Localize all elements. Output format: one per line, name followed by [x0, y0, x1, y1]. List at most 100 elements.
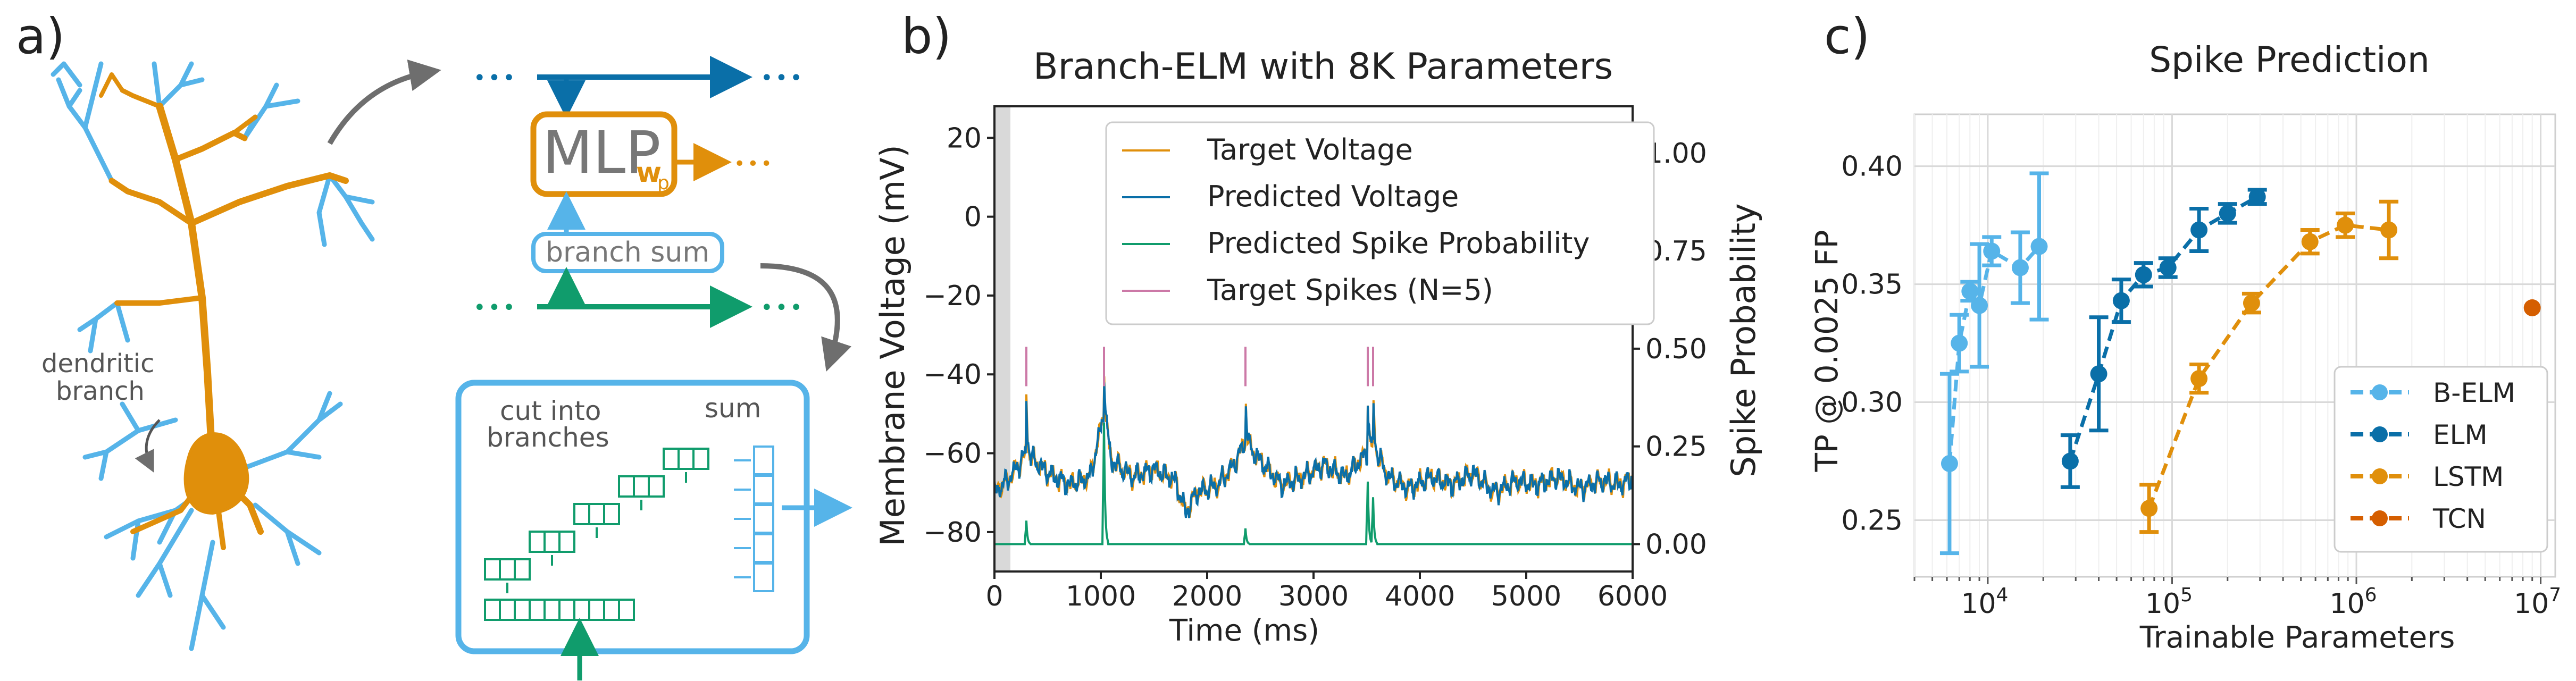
legend-marker-elm — [2372, 426, 2388, 442]
mlp-label: MLP — [542, 119, 661, 187]
point-elm — [2248, 188, 2266, 206]
x-tick-label: 104 — [1961, 584, 2008, 620]
chart-b: 0 1000 2000 3000 4000 5000 6000 −80 −60 −40 −20 0 20… — [923, 105, 1707, 612]
branch-cell — [514, 558, 531, 581]
point-elm — [2090, 365, 2107, 383]
chart-b-ylabel: Membrane Voltage (mV) — [873, 145, 912, 546]
legend-label-tcn: TCN — [2432, 503, 2486, 534]
legend-label-elm: ELM — [2433, 419, 2488, 450]
sum-cell — [753, 562, 774, 592]
branch-cell — [603, 503, 620, 525]
sum-label: sum — [705, 393, 761, 424]
y-tick-label: 0.30 — [1841, 387, 1903, 419]
chart-c-legend-frame — [2334, 366, 2548, 553]
branch-cell — [558, 531, 575, 553]
panel-a-label: a) — [16, 8, 65, 65]
input-cell — [558, 599, 575, 621]
chart-b-title: Branch-ELM with 8K Parameters — [1033, 46, 1613, 88]
input-cell — [603, 599, 620, 621]
dendritic-label-arrow — [135, 419, 161, 473]
input-cell — [588, 599, 605, 621]
point-lstm — [2380, 221, 2398, 239]
branch-cell — [529, 531, 546, 553]
mlp-box — [530, 111, 678, 197]
mlp-subscript: w — [636, 157, 662, 189]
branch-cell — [633, 475, 650, 498]
legend-label-spike-probability: Predicted Spike Probability — [1207, 226, 1590, 260]
y-tick-label: −20 — [923, 280, 982, 312]
x-tick-label: 107 — [2514, 584, 2561, 620]
x-tick-label: 3000 — [1278, 581, 1349, 612]
point-tcn — [2523, 299, 2541, 316]
input-cell — [573, 599, 590, 621]
x-tick-label: 105 — [2145, 584, 2193, 620]
branch-cell — [648, 475, 665, 498]
input-cell — [529, 599, 546, 621]
dots-green-right: ••• — [760, 296, 805, 320]
curved-arrow-right — [760, 263, 852, 372]
x-tick-label: 1000 — [1066, 581, 1136, 612]
dendritic-label-line1: dendritic — [41, 349, 155, 379]
input-cell — [618, 599, 635, 621]
chart-b-legend-frame — [1105, 121, 1655, 325]
point-b-elm — [1961, 282, 1979, 300]
point-lstm — [2243, 295, 2260, 312]
line-predicted-voltage — [993, 382, 1634, 518]
dots-dark-blue-right: ••• — [760, 66, 805, 90]
chart-b-legend: Target Voltage Predicted Voltage Predict… — [1105, 121, 1655, 325]
dendritic-label-line2: branch — [56, 376, 145, 406]
point-lstm — [2337, 216, 2354, 234]
panel-b: b) Branch-ELM with 8K Parameters 0 1000 20… — [873, 8, 1763, 648]
y2-tick-label: 0.25 — [1645, 431, 1707, 463]
x-tick-label: 0 — [985, 581, 1003, 612]
dots-dark-blue-left: ••• — [473, 66, 517, 90]
branch-cell — [663, 448, 680, 470]
chart-b-y2label: Spike Probability — [1724, 203, 1763, 477]
branch-cell — [588, 503, 605, 525]
y-tick-label: 0 — [964, 201, 982, 233]
branch-sum-box — [531, 232, 724, 273]
chart-c-xlabel: Trainable Parameters — [2139, 620, 2455, 655]
branch-cell — [543, 531, 561, 553]
input-cell — [514, 599, 531, 621]
branch-cell — [499, 558, 516, 581]
dots-orange: ••• — [734, 153, 774, 175]
sum-cell — [753, 475, 774, 505]
sum-cell — [753, 533, 774, 563]
curved-arrow-top — [327, 60, 441, 145]
point-b-elm — [1971, 297, 1988, 314]
chart-c-title: Spike Prediction — [2149, 39, 2429, 80]
legend-marker-lstm — [2372, 468, 2388, 484]
panel-c: c) Spike Prediction 0.25 0.30 0.35 0.40 104 1… — [1809, 8, 2561, 655]
branch-cell — [618, 475, 635, 498]
line-target-voltage — [993, 376, 1634, 518]
point-elm — [2061, 452, 2079, 470]
legend-label-predicted-voltage: Predicted Voltage — [1207, 180, 1459, 213]
y2-tick-label: 1.00 — [1645, 138, 1707, 170]
y-tick-label: 20 — [947, 122, 982, 154]
point-b-elm — [1983, 242, 2001, 260]
cut-into-label-line2: branches — [487, 422, 609, 453]
branch-detail-box — [455, 380, 810, 654]
y2-tick-label: 0.75 — [1645, 236, 1707, 267]
point-elm — [2219, 205, 2236, 222]
point-elm — [2135, 266, 2152, 283]
x-tick-label: 2000 — [1172, 581, 1242, 612]
chart-c-legend: B-ELM ELM LSTM TCN — [2334, 366, 2548, 553]
neuron-illustration — [51, 61, 375, 651]
point-b-elm — [2030, 238, 2048, 255]
shaded-warmup-region — [994, 106, 1010, 571]
mlp-subsubscript: p — [657, 172, 670, 194]
y2-tick-label: 0.50 — [1645, 333, 1707, 365]
panel-b-label: b) — [901, 8, 951, 65]
branch-cell — [678, 448, 695, 470]
point-lstm — [2301, 233, 2319, 250]
point-lstm — [2190, 370, 2208, 388]
x-tick-label: 5000 — [1491, 581, 1561, 612]
cut-into-label-line1: cut into — [500, 396, 601, 426]
y-tick-label: −60 — [923, 438, 982, 470]
panel-a: a) — [16, 8, 852, 680]
branch-sum-label: branch sum — [546, 237, 709, 268]
chart-c-ylabel: TP @ 0.0025 FP — [1809, 230, 1845, 473]
